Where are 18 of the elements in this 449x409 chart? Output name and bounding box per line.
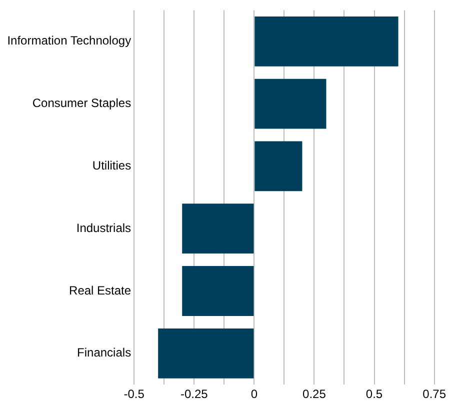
bar xyxy=(254,141,302,192)
y-tick-label: Utilities xyxy=(92,158,132,173)
x-tick-label: -0.5 xyxy=(124,387,145,402)
y-tick-label: Consumer Staples xyxy=(32,96,132,110)
x-tick-label: -0.25 xyxy=(180,387,208,402)
y-tick-label: Financials xyxy=(77,346,132,360)
y-tick-label: Information Technology xyxy=(7,34,132,48)
x-tick-label: 0.5 xyxy=(366,387,383,402)
x-tick-label: 0 xyxy=(250,387,258,402)
y-tick-label: Real Estate xyxy=(69,283,132,298)
x-tick-label: 0.75 xyxy=(422,387,446,402)
bar xyxy=(158,328,254,378)
bar xyxy=(182,266,254,316)
x-tick-label: 0.25 xyxy=(302,387,326,402)
bar xyxy=(182,204,254,254)
bar xyxy=(254,78,326,129)
y-tick-label: Industrials xyxy=(76,220,132,235)
bar xyxy=(254,16,398,66)
